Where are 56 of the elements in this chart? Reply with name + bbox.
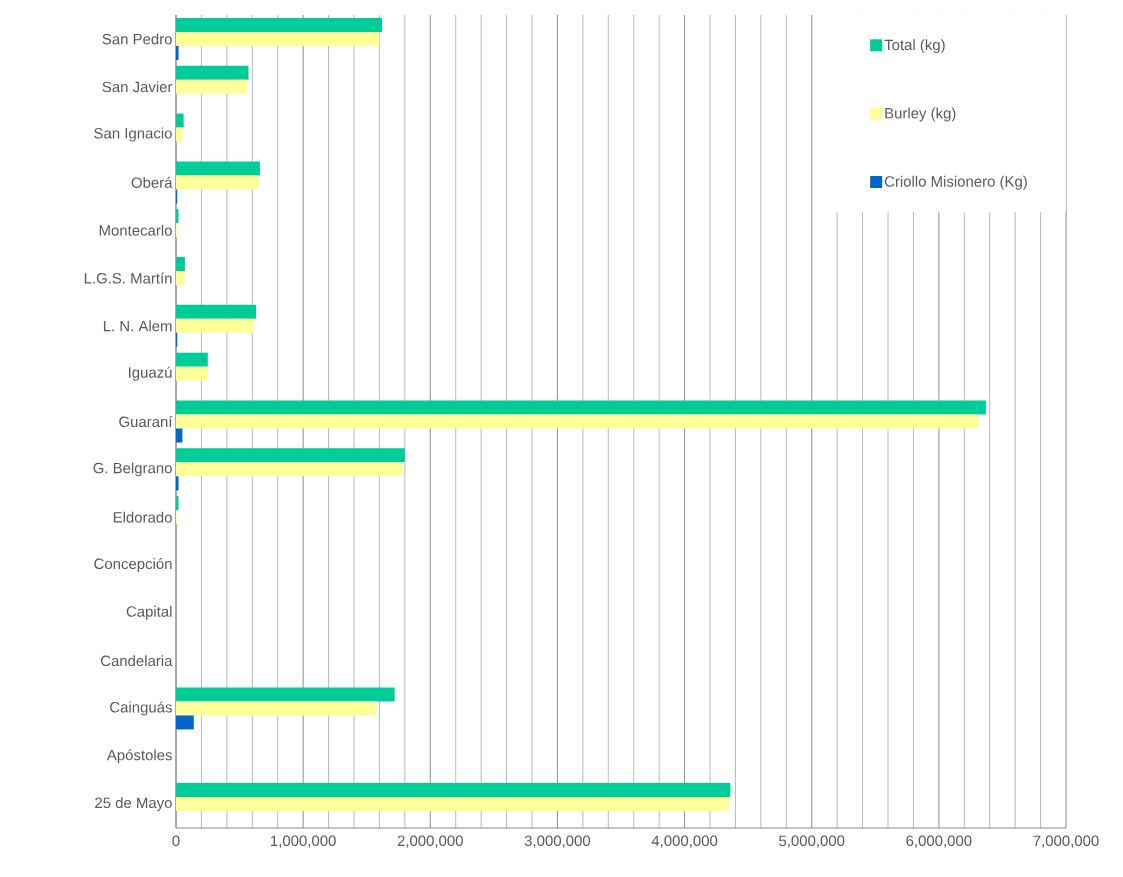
- legend-label: Criollo Misionero (Kg): [884, 175, 1027, 190]
- y-tick-label: Concepción: [94, 557, 172, 573]
- bar: [176, 687, 395, 702]
- bar: [176, 161, 260, 176]
- bar: [176, 113, 184, 128]
- y-tick-label: Oberá: [131, 176, 173, 188]
- y-tick-label: Candelaria: [100, 655, 173, 667]
- y-tick-label: L. N. Alem: [103, 320, 172, 332]
- x-tick-label: 5,000,000: [779, 835, 845, 848]
- bar: [176, 414, 979, 429]
- x-tick-label: 3,000,000: [524, 835, 591, 848]
- bar: [176, 462, 403, 477]
- bar: [176, 448, 405, 463]
- y-tick-label: G. Belgrano: [93, 462, 172, 477]
- y-tick-label: San Ignacio: [94, 127, 172, 142]
- y-tick-label: Montecarlo: [99, 224, 172, 236]
- bar: [176, 304, 257, 319]
- bar: [176, 31, 380, 46]
- bar: [176, 496, 179, 511]
- bar: [176, 271, 185, 286]
- bar: [176, 127, 183, 142]
- x-tick-label: 7,000,000: [1033, 835, 1099, 848]
- bar: [176, 257, 185, 272]
- bar: [176, 400, 986, 415]
- bar: [176, 17, 382, 32]
- y-tick-label: Capital: [126, 605, 172, 620]
- y-tick-label: L.G.S. Martín: [84, 272, 172, 284]
- bar: [176, 428, 183, 443]
- y-tick-label: Iguazú: [128, 366, 172, 381]
- bar: [176, 797, 730, 812]
- y-tick-label: Guaraní: [119, 415, 173, 428]
- bar: [176, 783, 731, 798]
- legend-label: Total (kg): [884, 39, 945, 54]
- bar: [176, 45, 179, 60]
- y-tick-label: Cainguás: [110, 701, 172, 716]
- x-tick-label: 1,000,000: [271, 835, 336, 848]
- bar: [176, 65, 249, 80]
- y-tick-label: 25 de Mayo: [95, 797, 172, 812]
- x-tick-label: 4,000,000: [651, 835, 718, 848]
- bar: [176, 209, 179, 224]
- y-tick-label: San Javier: [102, 81, 173, 93]
- bar: [176, 701, 377, 716]
- bar: [176, 715, 194, 730]
- x-tick-label: 0: [172, 835, 180, 847]
- y-tick-label: Eldorado: [113, 511, 172, 523]
- y-tick-label: Apóstoles: [106, 749, 172, 764]
- bar: [176, 175, 259, 190]
- bar: [176, 352, 208, 367]
- bar: [176, 366, 208, 381]
- legend-label: Burley (kg): [885, 107, 956, 122]
- bar: [176, 318, 254, 333]
- bar: [176, 79, 248, 94]
- y-tick-label: San Pedro: [102, 33, 172, 45]
- x-tick-label: 6,000,000: [906, 835, 972, 848]
- bar: [176, 476, 179, 491]
- x-tick-label: 2,000,000: [397, 835, 463, 848]
